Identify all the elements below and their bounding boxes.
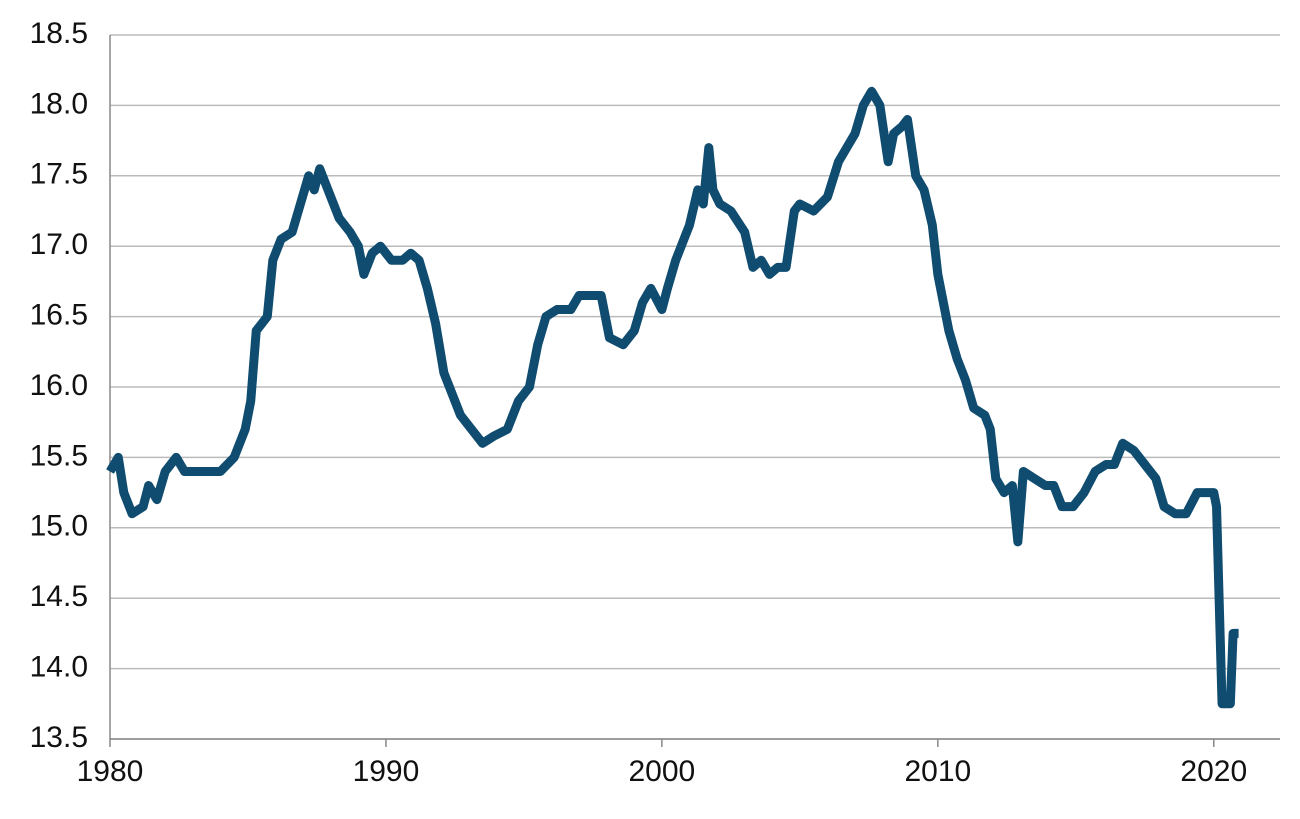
y-tick-label: 14.5 xyxy=(30,580,88,613)
y-tick-label: 18.0 xyxy=(30,87,88,120)
y-tick-label: 14.0 xyxy=(30,651,88,684)
y-tick-label: 15.5 xyxy=(30,439,88,472)
y-tick-label: 15.0 xyxy=(30,510,88,543)
y-tick-label: 16.5 xyxy=(30,299,88,332)
y-tick-label: 18.5 xyxy=(30,17,88,50)
y-tick-label: 17.0 xyxy=(30,228,88,261)
y-tick-label: 13.5 xyxy=(30,721,88,754)
x-tick-label: 2010 xyxy=(904,755,971,788)
y-tick-label: 16.0 xyxy=(30,369,88,402)
data-line xyxy=(106,86,1239,709)
x-tick-label: 1990 xyxy=(353,755,420,788)
x-tick-label: 2000 xyxy=(629,755,696,788)
x-tick-label: 2020 xyxy=(1180,755,1247,788)
x-tick-label: 1980 xyxy=(77,755,144,788)
y-tick-label: 17.5 xyxy=(30,158,88,191)
